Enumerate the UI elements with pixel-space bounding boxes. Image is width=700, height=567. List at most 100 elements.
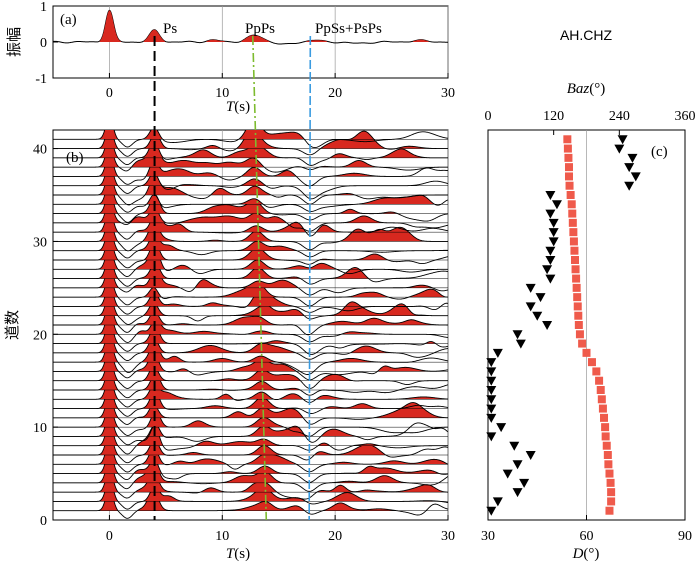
distance-triangle-marker	[542, 265, 553, 275]
trace-positive-lobe	[405, 396, 443, 400]
distance-triangle-marker	[545, 246, 556, 256]
panel-a-ylabel: 振幅	[6, 27, 23, 57]
trace-positive-lobe	[343, 160, 375, 168]
panel-c-ticks: 0 120 240 360 30 60 90	[481, 109, 696, 544]
trace-waveform	[53, 142, 448, 173]
baz-square-marker	[572, 283, 581, 292]
trace-positive-lobe	[359, 254, 388, 260]
trace-positive-lobe	[240, 304, 305, 316]
baz-square-marker	[564, 172, 573, 181]
trace-positive-lobe	[200, 405, 231, 409]
baz-square-marker	[606, 478, 615, 487]
panel-a: 0 10 20 30 -1 0 1 (a) 振幅 T(s) Ps PpPs PpSs+PsP…	[6, 0, 455, 115]
trace-waveform	[53, 488, 448, 519]
distance-triangle-marker	[525, 302, 536, 312]
trace-waveform	[53, 256, 448, 287]
trace-waveform	[53, 478, 448, 510]
panel-a-xlabel-unit: (s)	[234, 99, 250, 115]
baz-square-marker	[569, 237, 578, 246]
trace-positive-lobe	[148, 424, 164, 437]
trace-positive-lobe	[172, 458, 226, 465]
panel-b-ylabel: 道数	[4, 310, 21, 340]
trace-positive-lobe	[240, 231, 273, 242]
trace-positive-lobe	[100, 130, 118, 140]
phase-line-ppps	[251, 35, 268, 521]
trace-positive-lobe	[196, 439, 279, 446]
trace-waveform	[53, 441, 448, 473]
stack-positive-lobe	[143, 29, 166, 42]
baz-square-marker	[582, 348, 591, 357]
panel-b-xlabel-unit: (s)	[234, 546, 250, 562]
trace-waveform	[53, 237, 448, 269]
trace-positive-lobe	[241, 241, 296, 251]
trace-waveform	[53, 386, 448, 417]
trace-waveform	[53, 172, 448, 206]
baz-square-marker	[602, 441, 611, 450]
panel-c-bottom-tick-label: 60	[580, 529, 594, 544]
baz-square-marker	[607, 488, 616, 497]
distance-triangle-marker	[486, 432, 497, 442]
baz-square-marker	[575, 330, 584, 339]
trace-positive-lobe	[248, 417, 283, 428]
distance-triangle-marker	[512, 488, 523, 498]
trace-waveform	[53, 283, 448, 315]
distance-triangle-marker	[509, 441, 520, 451]
trace-positive-lobe	[317, 395, 343, 400]
distance-triangle-marker	[535, 293, 546, 303]
baz-square-marker	[601, 423, 610, 432]
trace	[53, 209, 448, 240]
trace-waveform	[53, 451, 448, 483]
distance-triangle-marker	[525, 283, 536, 293]
baz-square-marker	[563, 135, 572, 144]
phase-label-ppps: PpPs	[245, 21, 275, 37]
distance-triangle-marker	[624, 181, 635, 191]
panel-c-bottom-label-var: D	[572, 546, 584, 562]
distance-triangle-marker	[515, 339, 526, 349]
trace	[53, 395, 448, 425]
trace-positive-lobe	[250, 466, 281, 474]
distance-triangle-marker	[492, 497, 503, 507]
panel-a-ticks: 0 10 20 30 -1 0 1	[35, 0, 455, 101]
baz-square-marker	[574, 311, 583, 320]
trace-positive-lobe	[321, 374, 351, 381]
trace-positive-lobe	[332, 358, 372, 363]
trace-positive-lobe	[324, 502, 393, 511]
trace-positive-lobe	[143, 172, 162, 186]
distance-markers	[486, 135, 641, 516]
trace-positive-lobe	[237, 488, 306, 502]
trace-positive-lobe	[137, 311, 166, 325]
trace-positive-lobe	[185, 345, 236, 353]
distance-triangle-marker	[525, 451, 536, 460]
trace-positive-lobe	[337, 475, 403, 483]
trace-positive-lobe	[144, 242, 167, 260]
trace-positive-lobe	[327, 492, 369, 502]
panel-b-xtick-label: 0	[106, 529, 113, 544]
trace-positive-lobe	[242, 259, 274, 270]
trace-positive-lobe	[376, 402, 442, 418]
panel-a-xlabel-var: T	[226, 99, 236, 115]
trace-positive-lobe	[223, 316, 275, 325]
panel-c-top-label-unit: (°)	[589, 81, 605, 97]
baz-square-marker	[592, 367, 601, 376]
trace-positive-lobe	[326, 318, 432, 325]
distance-triangle-marker	[486, 376, 497, 386]
trace-waveform	[53, 348, 448, 381]
trace-positive-lobe	[142, 141, 164, 158]
distance-triangle-marker	[545, 191, 556, 200]
distance-triangle-marker	[486, 367, 497, 377]
distance-triangle-marker	[486, 395, 497, 405]
distance-triangle-marker	[486, 506, 497, 516]
panel-a-xtick-label: 0	[106, 86, 113, 101]
trace-waveform	[53, 459, 448, 492]
trace-positive-lobe	[230, 359, 296, 372]
distance-triangle-marker	[512, 460, 523, 470]
baz-markers	[563, 135, 616, 515]
baz-square-marker	[604, 460, 613, 469]
phase-label-ppss-psps: PpSs+PsPs	[315, 21, 382, 37]
distance-triangle-marker	[614, 144, 625, 154]
baz-square-marker	[563, 144, 572, 153]
panel-b-ytick-label: 10	[33, 421, 47, 436]
panel-c-bottom-label: D(°)	[572, 546, 600, 562]
trace	[53, 330, 448, 362]
